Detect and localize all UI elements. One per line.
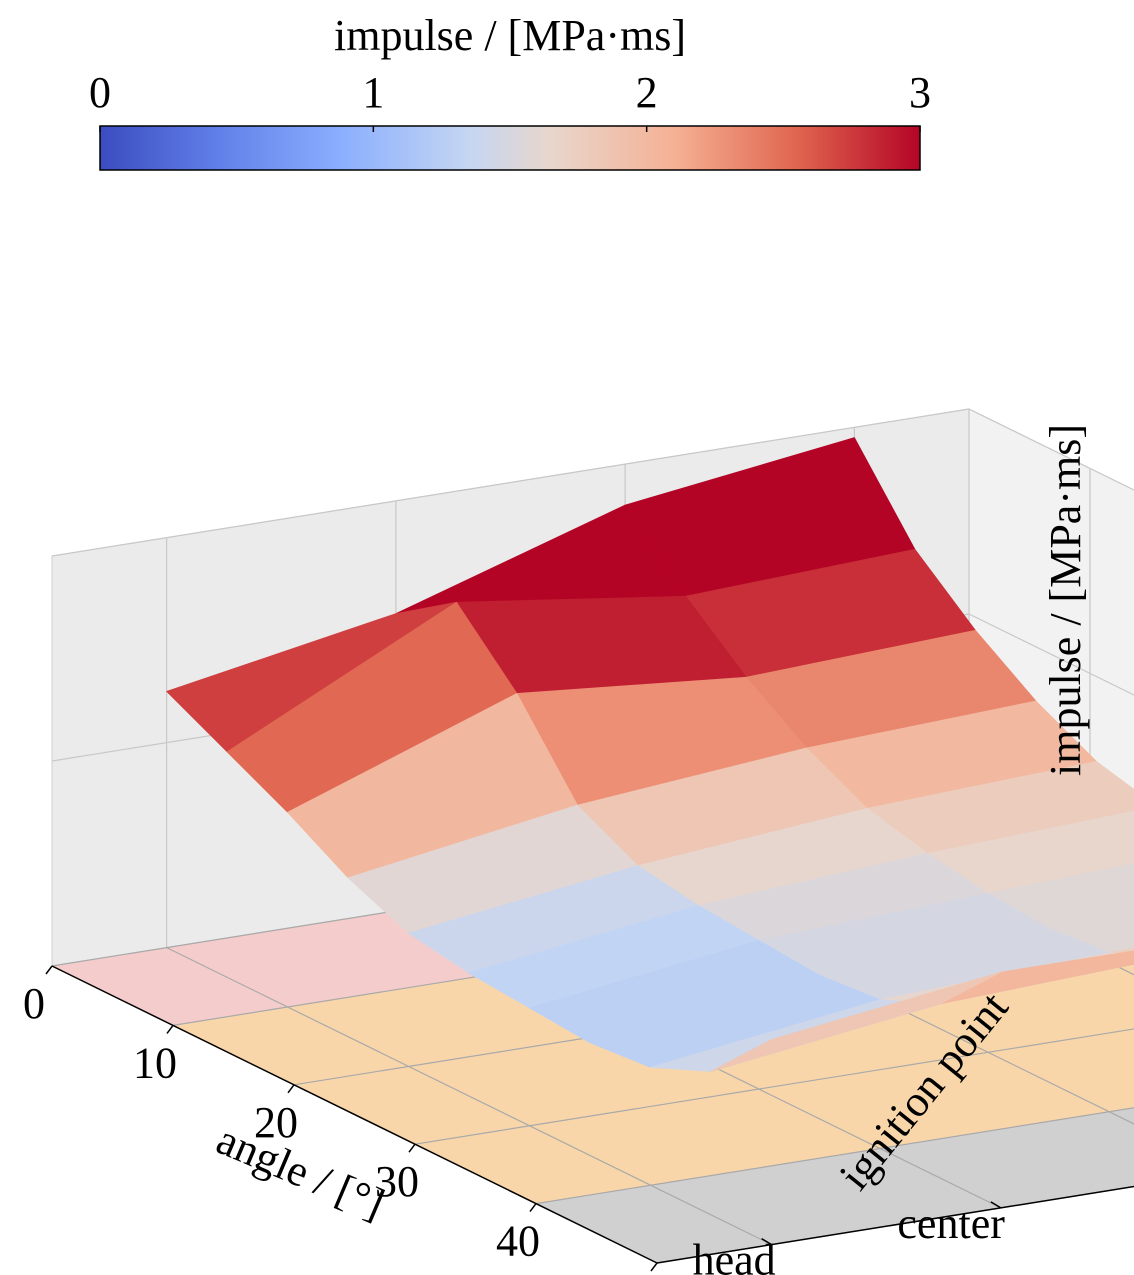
colorbar-tick-label: 3 xyxy=(909,68,931,117)
x-tick-label: 20 xyxy=(254,1098,298,1147)
floor-grid-line xyxy=(166,947,772,1246)
x-axis-line xyxy=(51,965,658,1264)
grid-line xyxy=(51,408,970,557)
axes: 01020304050headcentertailsphere024 xyxy=(23,965,1134,1275)
x-tick xyxy=(45,965,53,975)
x-tick xyxy=(650,1262,658,1272)
colorbar-tick-label: 1 xyxy=(362,68,384,117)
colorbar: impulse / [MPa·ms] 0 1 2 3 xyxy=(89,11,931,171)
x-tick xyxy=(166,1024,174,1034)
x-tick-label: 30 xyxy=(375,1157,419,1206)
z-axis-title: impulse / [MPa·ms] xyxy=(1041,424,1090,776)
y-tick-label: head xyxy=(693,1236,776,1275)
x-tick xyxy=(287,1084,295,1094)
x-axis-title: angle / [°] xyxy=(210,1115,392,1229)
y-tick xyxy=(761,1237,773,1246)
y-tick-label: center xyxy=(897,1199,1005,1248)
colorbar-tick-label: 0 xyxy=(89,68,111,117)
grid-line xyxy=(968,408,1134,491)
x-tick xyxy=(529,1203,537,1213)
x-tick-label: 10 xyxy=(133,1038,177,1087)
x-tick xyxy=(408,1143,416,1153)
grid-line xyxy=(968,613,1134,696)
floor-grid-line xyxy=(414,1028,1134,1145)
colorbar-tick-label: 2 xyxy=(636,68,658,117)
floor-region xyxy=(536,1107,1134,1263)
y-tick xyxy=(990,1201,1002,1209)
impulse-surface xyxy=(165,437,1134,1072)
colorbar-title: impulse / [MPa·ms] xyxy=(334,11,686,60)
surface-facet xyxy=(710,971,1002,1072)
x-tick-label: 40 xyxy=(496,1217,540,1266)
colorbar-gradient xyxy=(99,125,921,171)
y-axis-line xyxy=(656,1185,1134,1264)
x-tick-label: 0 xyxy=(23,979,45,1028)
floor-grid-line xyxy=(535,1107,1134,1205)
